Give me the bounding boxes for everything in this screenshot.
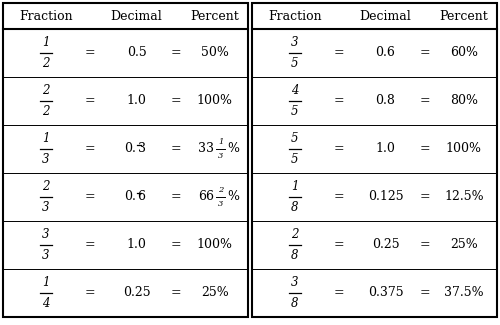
Text: 3: 3 [291, 276, 298, 289]
Text: =: = [84, 190, 96, 203]
Text: =: = [170, 142, 181, 155]
Text: 3: 3 [42, 228, 50, 241]
Text: 1.0: 1.0 [376, 142, 396, 155]
Text: 5: 5 [291, 57, 298, 70]
Text: Decimal: Decimal [360, 9, 412, 22]
Text: 0.: 0. [124, 142, 136, 155]
Text: 0.25: 0.25 [122, 287, 150, 300]
Text: =: = [170, 287, 181, 300]
Text: 100%: 100% [197, 95, 233, 108]
Text: =: = [334, 239, 344, 252]
Text: 3: 3 [218, 200, 224, 208]
Text: 37.5%: 37.5% [444, 287, 484, 300]
Text: =: = [420, 287, 430, 300]
Text: =: = [420, 142, 430, 155]
Text: =: = [334, 95, 344, 108]
Text: =: = [84, 239, 96, 252]
Text: =: = [84, 95, 96, 108]
Text: Fraction: Fraction [268, 9, 322, 22]
Text: 3: 3 [42, 201, 50, 214]
Text: =: = [334, 287, 344, 300]
Text: 2: 2 [42, 57, 50, 70]
Text: 1.0: 1.0 [126, 239, 146, 252]
Text: 0.125: 0.125 [368, 190, 404, 203]
Text: 33: 33 [198, 142, 214, 155]
Text: 5: 5 [291, 105, 298, 118]
Text: 3: 3 [42, 249, 50, 262]
Text: 2: 2 [291, 228, 298, 241]
Text: 4: 4 [42, 297, 50, 310]
Text: 0.5: 0.5 [126, 46, 146, 59]
Text: 3: 3 [42, 153, 50, 166]
Text: 8: 8 [291, 297, 298, 310]
Text: 1: 1 [291, 180, 298, 193]
Text: 8: 8 [291, 201, 298, 214]
Text: 5: 5 [291, 132, 298, 145]
Text: 50%: 50% [201, 46, 229, 59]
Text: 2: 2 [42, 180, 50, 193]
Text: 25%: 25% [450, 239, 478, 252]
Text: 12.5%: 12.5% [444, 190, 484, 203]
Text: 2: 2 [42, 105, 50, 118]
Text: 0.25: 0.25 [372, 239, 400, 252]
Text: 66: 66 [198, 190, 214, 203]
Text: 1: 1 [42, 132, 50, 145]
Text: =: = [84, 46, 96, 59]
Text: 1: 1 [42, 36, 50, 49]
Text: =: = [84, 142, 96, 155]
Bar [3, 3, 248, 317]
Text: Percent: Percent [190, 9, 240, 22]
Text: 0.375: 0.375 [368, 287, 404, 300]
Text: 1.0: 1.0 [126, 95, 146, 108]
Text: =: = [84, 287, 96, 300]
Text: =: = [420, 46, 430, 59]
Text: =: = [170, 190, 181, 203]
Text: 100%: 100% [446, 142, 482, 155]
Text: =: = [334, 46, 344, 59]
Text: 3: 3 [218, 152, 224, 160]
Text: 25%: 25% [201, 287, 229, 300]
Text: 1: 1 [42, 276, 50, 289]
Text: 0.8: 0.8 [376, 95, 396, 108]
Text: =: = [170, 46, 181, 59]
Text: =: = [170, 95, 181, 108]
Text: =: = [420, 239, 430, 252]
Text: 3: 3 [138, 142, 145, 155]
Bar [252, 3, 497, 317]
Text: 80%: 80% [450, 95, 478, 108]
Text: Fraction: Fraction [19, 9, 72, 22]
Text: 5: 5 [291, 153, 298, 166]
Text: Decimal: Decimal [110, 9, 162, 22]
Text: %: % [228, 190, 239, 203]
Text: 8: 8 [291, 249, 298, 262]
Text: 60%: 60% [450, 46, 478, 59]
Text: %: % [228, 142, 239, 155]
Text: 6: 6 [138, 190, 145, 203]
Text: =: = [420, 190, 430, 203]
Text: 0.6: 0.6 [376, 46, 396, 59]
Text: =: = [334, 190, 344, 203]
Text: 2: 2 [42, 84, 50, 97]
Text: =: = [170, 239, 181, 252]
Text: =: = [420, 95, 430, 108]
Text: Percent: Percent [440, 9, 488, 22]
Text: 100%: 100% [197, 239, 233, 252]
Text: 2: 2 [218, 186, 224, 194]
Text: 0.: 0. [124, 190, 136, 203]
Text: 3: 3 [291, 36, 298, 49]
Text: 1: 1 [218, 138, 224, 146]
Text: 4: 4 [291, 84, 298, 97]
Text: =: = [334, 142, 344, 155]
